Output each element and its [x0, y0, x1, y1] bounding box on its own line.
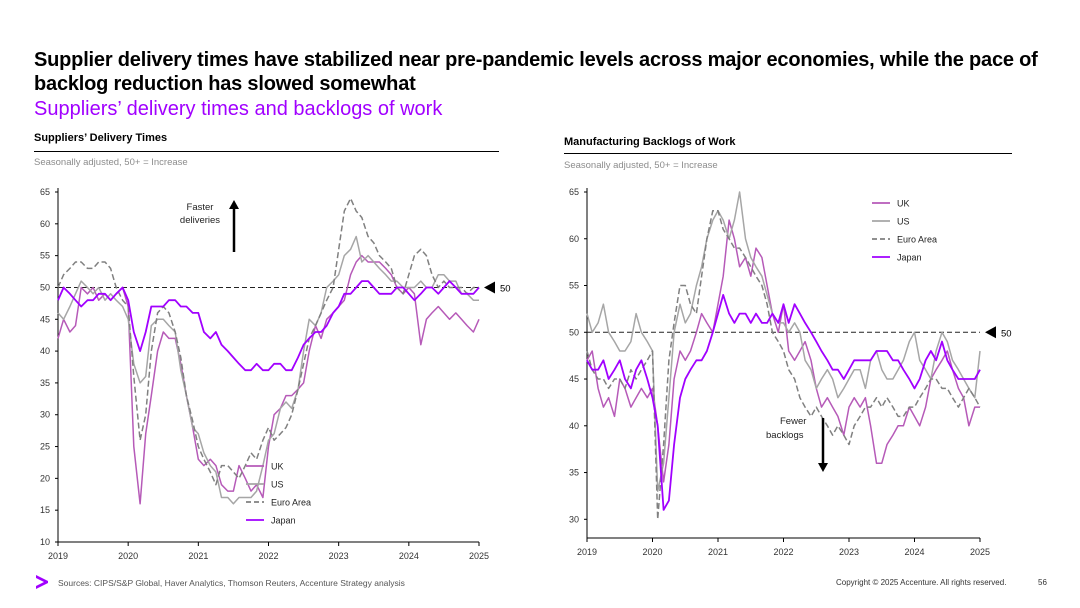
left-y-tick-label: 60: [40, 219, 50, 229]
right-annotation-arrowhead: [818, 463, 828, 472]
left-title-rule: [34, 151, 499, 152]
right-legend-label: Japan: [897, 253, 922, 263]
left-annotation-label: Faster: [187, 202, 214, 213]
left-series-uk: [57, 254, 480, 505]
left-x-tick-label: 2025: [469, 551, 489, 561]
right-y-tick-label: 55: [569, 281, 579, 291]
left-y-tick-label: 25: [40, 442, 50, 452]
right-legend-label: Euro Area: [897, 235, 937, 245]
right-y-tick-label: 45: [569, 374, 579, 384]
right-y-tick-label: 50: [569, 327, 579, 337]
left-x-tick-label: 2023: [329, 551, 349, 561]
right-x-tick-label: 2019: [577, 547, 597, 557]
right-legend-label: UK: [897, 199, 910, 209]
footer-page-number: 56: [1038, 578, 1047, 587]
right-title-rule: [564, 153, 1012, 154]
right-x-tick-label: 2021: [708, 547, 728, 557]
left-x-tick-label: 2020: [118, 551, 138, 561]
right-reference-label: 50: [1001, 328, 1012, 339]
right-annotation-label: backlogs: [766, 430, 804, 441]
right-x-tick-label: 2022: [773, 547, 793, 557]
left-legend-label: US: [271, 480, 284, 490]
left-y-tick-label: 65: [40, 187, 50, 197]
left-chart-title: Suppliers’ Delivery Times: [34, 132, 168, 144]
left-legend-label: Euro Area: [271, 498, 311, 508]
left-chart-note: Seasonally adjusted, 50+ = Increase: [34, 157, 188, 168]
right-y-tick-label: 40: [569, 421, 579, 431]
right-x-tick-label: 2020: [642, 547, 662, 557]
right-reference-marker: [985, 326, 996, 339]
right-y-tick-label: 35: [569, 468, 579, 478]
left-x-tick-label: 2021: [188, 551, 208, 561]
left-series-euro-area: [57, 197, 479, 486]
left-y-tick-label: 55: [40, 251, 50, 261]
left-reference-label: 50: [500, 283, 511, 294]
left-y-tick-label: 45: [40, 314, 50, 324]
left-series-us: [57, 235, 479, 505]
right-legend-label: US: [897, 217, 910, 227]
right-annotation-label: Fewer: [780, 416, 806, 427]
left-y-tick-label: 30: [40, 410, 50, 420]
right-chart-note: Seasonally adjusted, 50+ = Increase: [564, 160, 718, 171]
footer-sources: Sources: CIPS/S&P Global, Haver Analytic…: [58, 578, 405, 588]
left-legend-label: Japan: [271, 516, 296, 526]
left-legend-label: UK: [271, 462, 284, 472]
left-x-tick-label: 2024: [399, 551, 419, 561]
left-x-tick-label: 2022: [258, 551, 278, 561]
right-x-tick-label: 2024: [904, 547, 924, 557]
right-y-tick-label: 65: [569, 187, 579, 197]
right-x-tick-label: 2023: [839, 547, 859, 557]
footer-copyright: Copyright © 2025 Accenture. All rights r…: [836, 578, 1007, 587]
right-y-tick-label: 30: [569, 514, 579, 524]
left-reference-marker: [484, 281, 495, 294]
left-y-tick-label: 50: [40, 282, 50, 292]
left-annotation-label: deliveries: [180, 215, 220, 226]
left-y-tick-label: 20: [40, 473, 50, 483]
accenture-chevron-icon: [34, 574, 50, 595]
left-x-tick-label: 2019: [48, 551, 68, 561]
left-y-tick-label: 15: [40, 505, 50, 515]
right-chart-title: Manufacturing Backlogs of Work: [564, 136, 736, 148]
right-series-euro-area: [586, 209, 981, 521]
left-y-tick-label: 35: [40, 378, 50, 388]
left-series-japan: [57, 280, 480, 372]
left-y-tick-label: 40: [40, 346, 50, 356]
left-annotation-arrowhead: [229, 200, 239, 209]
left-y-tick-label: 10: [40, 537, 50, 547]
headline: Supplier delivery times have stabilized …: [34, 49, 1038, 95]
right-series-japan: [586, 294, 981, 511]
right-y-tick-label: 60: [569, 234, 579, 244]
right-x-tick-label: 2025: [970, 547, 990, 557]
subtitle: Suppliers’ delivery times and backlogs o…: [34, 98, 443, 120]
